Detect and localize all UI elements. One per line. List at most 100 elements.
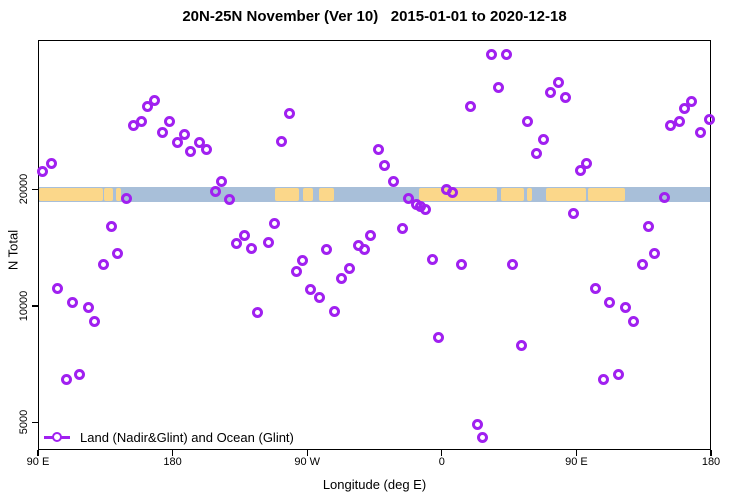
data-point — [493, 81, 505, 93]
data-point — [66, 297, 78, 309]
legend-circle-icon — [52, 432, 62, 442]
data-point — [51, 282, 63, 294]
data-point — [343, 262, 355, 274]
data-point — [171, 136, 183, 148]
data-point — [485, 49, 497, 61]
data-point — [665, 120, 677, 132]
data-point — [603, 297, 615, 309]
data-point — [105, 221, 117, 233]
data-point — [262, 236, 274, 248]
data-point — [201, 144, 213, 156]
data-point — [530, 147, 542, 159]
data-point — [336, 272, 348, 284]
latitude-map-band — [39, 187, 710, 202]
data-point — [620, 302, 632, 314]
y-tick — [32, 421, 38, 423]
data-point — [373, 144, 385, 156]
data-point — [149, 94, 161, 106]
data-point — [379, 159, 391, 171]
data-point — [185, 146, 197, 158]
data-point — [552, 76, 564, 88]
x-axis-label: Longitude (deg E) — [322, 477, 427, 492]
data-point — [83, 302, 95, 314]
data-point — [419, 203, 431, 215]
data-point — [659, 191, 671, 203]
data-point — [135, 116, 147, 128]
data-point — [642, 221, 654, 233]
data-point — [612, 368, 624, 380]
data-point — [686, 95, 698, 107]
land-segment — [104, 188, 114, 201]
data-point — [164, 115, 176, 127]
land-segment — [319, 188, 334, 201]
data-point — [223, 194, 235, 206]
data-point — [567, 208, 579, 220]
data-point — [627, 316, 639, 328]
x-tick-label: 90 E — [26, 456, 50, 468]
land-segment — [587, 188, 626, 201]
ocean-strip — [39, 187, 710, 202]
x-tick — [171, 450, 174, 456]
data-point — [276, 136, 288, 148]
y-tick — [32, 305, 38, 307]
x-tick-label: 180 — [701, 456, 721, 468]
x-tick-label: 90 W — [294, 456, 321, 468]
data-point — [156, 127, 168, 139]
land-segment — [501, 188, 524, 201]
data-point — [597, 373, 609, 385]
data-point — [291, 265, 303, 277]
data-point — [472, 418, 484, 430]
data-point — [575, 164, 587, 176]
legend-marker-icon — [44, 431, 70, 444]
data-point — [515, 339, 527, 351]
data-point — [313, 292, 325, 304]
plot-area — [38, 40, 711, 450]
data-point — [304, 284, 316, 296]
data-point — [446, 187, 458, 199]
data-point — [98, 258, 110, 270]
x-tick — [37, 450, 39, 456]
data-point — [328, 305, 340, 317]
data-point — [560, 92, 572, 104]
x-tick — [441, 450, 443, 456]
data-point — [704, 113, 715, 125]
legend: Land (Nadir&Glint) and Ocean (Glint) — [44, 429, 294, 445]
x-tick — [710, 450, 712, 456]
data-point — [476, 431, 488, 443]
legend-label: Land (Nadir&Glint) and Ocean (Glint) — [80, 429, 294, 445]
data-point — [388, 175, 400, 187]
x-tick-label: 0 — [438, 456, 445, 468]
data-point — [537, 133, 549, 145]
data-point — [194, 136, 206, 148]
land-segment — [39, 188, 104, 201]
data-point — [464, 101, 476, 113]
y-tick — [32, 188, 38, 191]
data-point — [636, 258, 648, 270]
x-tick — [306, 450, 308, 456]
data-point — [397, 222, 409, 234]
data-point — [283, 107, 295, 119]
data-point — [238, 230, 250, 242]
data-point — [358, 243, 370, 255]
data-point — [364, 230, 376, 242]
data-point — [89, 316, 101, 328]
data-point — [545, 86, 557, 98]
data-point — [111, 247, 123, 259]
data-point — [433, 332, 445, 344]
data-point — [141, 101, 153, 113]
x-tick — [575, 450, 578, 456]
data-point — [590, 282, 602, 294]
land-segment — [275, 188, 300, 201]
data-point — [120, 192, 132, 204]
x-tick-label: 90 E — [565, 456, 588, 468]
data-point — [60, 373, 72, 385]
chart-title: 20N-25N November (Ver 10) 2015-01-01 to … — [182, 8, 567, 25]
y-tick-label: 5000 — [18, 410, 30, 435]
data-point — [321, 243, 333, 255]
data-point — [648, 247, 660, 259]
data-point — [403, 192, 415, 204]
land-segment — [545, 188, 587, 201]
data-point — [500, 49, 512, 61]
data-point — [455, 258, 467, 270]
